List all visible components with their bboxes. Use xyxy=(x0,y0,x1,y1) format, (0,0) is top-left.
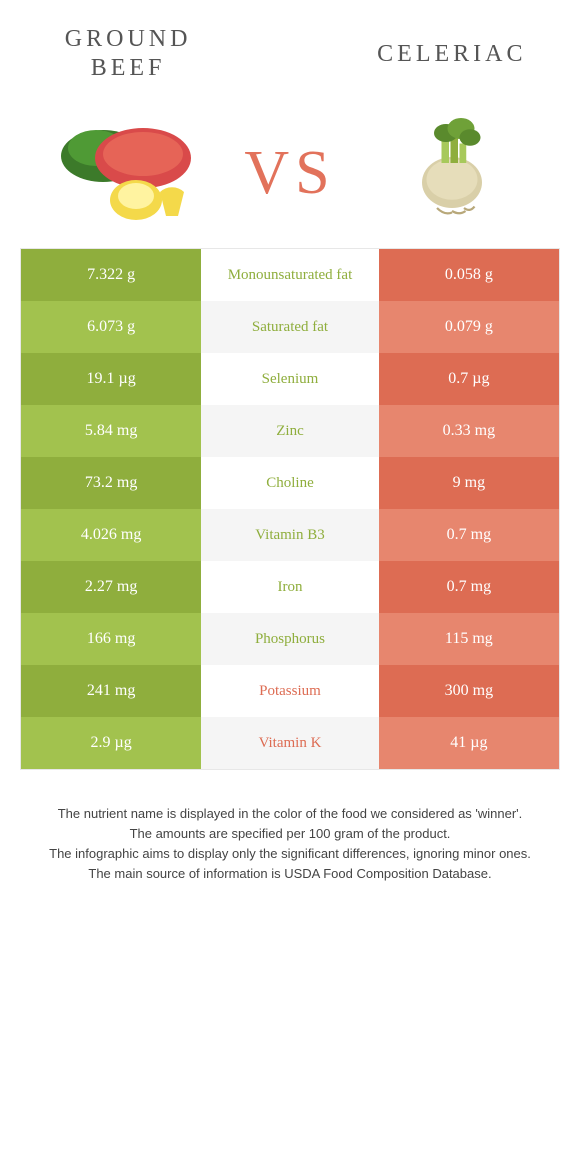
value-right: 9 mg xyxy=(379,457,559,509)
nutrient-label: Choline xyxy=(201,457,379,509)
table-row: 166 mgPhosphorus115 mg xyxy=(21,613,559,665)
value-right: 0.7 mg xyxy=(379,509,559,561)
nutrient-label: Zinc xyxy=(201,405,379,457)
value-left: 2.9 µg xyxy=(21,717,201,769)
nutrient-label: Vitamin K xyxy=(201,717,379,769)
table-row: 241 mgPotassium300 mg xyxy=(21,665,559,717)
value-left: 7.322 g xyxy=(21,249,201,301)
nutrient-label: Monounsaturated fat xyxy=(201,249,379,301)
nutrient-label: Saturated fat xyxy=(201,301,379,353)
table-row: 73.2 mgCholine9 mg xyxy=(21,457,559,509)
value-right: 0.079 g xyxy=(379,301,559,353)
nutrient-label: Phosphorus xyxy=(201,613,379,665)
footer-line: The amounts are specified per 100 gram o… xyxy=(30,824,550,844)
celeriac-icon xyxy=(372,96,532,236)
value-left: 73.2 mg xyxy=(21,457,201,509)
food-right-title: CELERIAC xyxy=(377,20,526,88)
value-right: 0.33 mg xyxy=(379,405,559,457)
footer-line: The nutrient name is displayed in the co… xyxy=(30,804,550,824)
nutrient-label: Selenium xyxy=(201,353,379,405)
table-row: 2.9 µgVitamin K41 µg xyxy=(21,717,559,769)
value-left: 4.026 mg xyxy=(21,509,201,561)
table-row: 5.84 mgZinc0.33 mg xyxy=(21,405,559,457)
value-right: 115 mg xyxy=(379,613,559,665)
footer-notes: The nutrient name is displayed in the co… xyxy=(30,804,550,885)
nutrient-label: Potassium xyxy=(201,665,379,717)
comparison-header: GROUND BEEF VS CELERIAC xyxy=(0,0,580,236)
value-left: 241 mg xyxy=(21,665,201,717)
value-right: 0.058 g xyxy=(379,249,559,301)
food-left: GROUND BEEF xyxy=(28,20,228,236)
nutrient-table: 7.322 gMonounsaturated fat0.058 g6.073 g… xyxy=(20,248,560,770)
footer-line: The main source of information is USDA F… xyxy=(30,864,550,884)
value-right: 300 mg xyxy=(379,665,559,717)
table-row: 4.026 mgVitamin B30.7 mg xyxy=(21,509,559,561)
table-row: 19.1 µgSelenium0.7 µg xyxy=(21,353,559,405)
value-left: 166 mg xyxy=(21,613,201,665)
value-right: 41 µg xyxy=(379,717,559,769)
vs-label: VS xyxy=(244,138,335,209)
table-row: 2.27 mgIron0.7 mg xyxy=(21,561,559,613)
nutrient-label: Iron xyxy=(201,561,379,613)
food-left-title: GROUND BEEF xyxy=(65,20,192,88)
value-right: 0.7 mg xyxy=(379,561,559,613)
value-right: 0.7 µg xyxy=(379,353,559,405)
value-left: 2.27 mg xyxy=(21,561,201,613)
food-right: CELERIAC xyxy=(352,20,552,236)
value-left: 6.073 g xyxy=(21,301,201,353)
value-left: 5.84 mg xyxy=(21,405,201,457)
footer-line: The infographic aims to display only the… xyxy=(30,844,550,864)
table-row: 6.073 gSaturated fat0.079 g xyxy=(21,301,559,353)
value-left: 19.1 µg xyxy=(21,353,201,405)
table-row: 7.322 gMonounsaturated fat0.058 g xyxy=(21,249,559,301)
nutrient-label: Vitamin B3 xyxy=(201,509,379,561)
ground-beef-icon xyxy=(48,96,208,236)
